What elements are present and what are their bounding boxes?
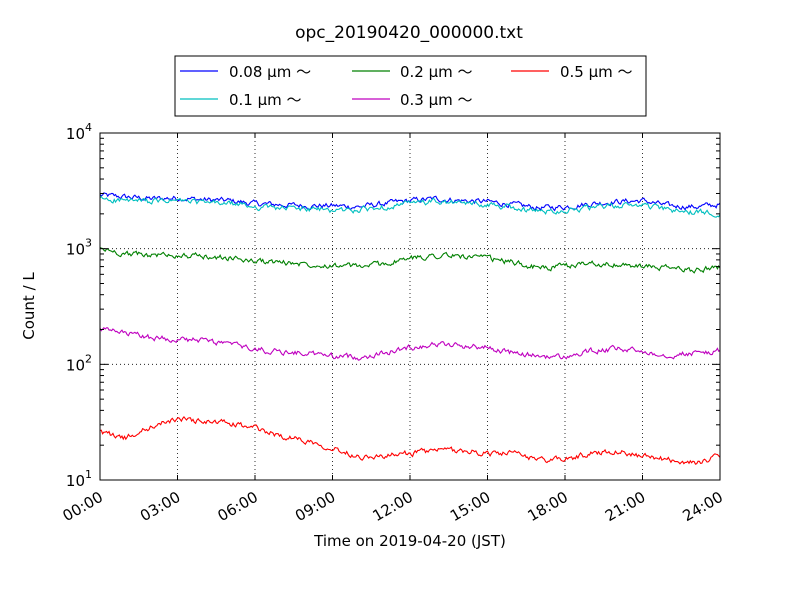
ticks: 00:00 03:00 06:00 09:00 12:00 15:00 18:00 21:00… [60,121,726,525]
plot-frame [99,132,721,481]
x-tick-label: 18:00 [525,488,571,525]
y-tick-label: 104 [66,121,92,143]
x-tick-label: 12:00 [370,488,416,525]
x-tick-label: 09:00 [292,488,338,525]
y-tick-label: 103 [66,237,92,259]
series-line-0 [99,192,721,212]
y-axis-label: Count / L [20,272,38,340]
y-tick-label: 102 [66,352,92,374]
legend-label: 0.3 μm ～ [400,91,473,109]
legend-label: 0.2 μm ～ [400,63,473,81]
legend-entry-4: 0.5 μm ～ [511,63,633,81]
series-lines [99,192,721,465]
series-line-2 [99,247,721,274]
series-line-3 [99,326,721,361]
legend-entry-0: 0.08 μm ～ [180,63,311,81]
y-tick-label: 101 [66,468,92,490]
legend-entry-2: 0.2 μm ～ [352,63,473,81]
legend: 0.08 μm ～ 0.1 μm ～ 0.2 μm ～ 0.3 μm ～ 0.5… [174,55,647,117]
x-tick-label: 00:00 [60,488,106,525]
legend-label: 0.1 μm ～ [229,91,302,109]
chart-title: opc_20190420_000000.txt [295,23,523,43]
legend-label: 0.08 μm ～ [229,63,311,81]
x-axis-label: Time on 2019-04-20 (JST) [313,532,506,550]
legend-label: 0.5 μm ～ [560,63,633,81]
legend-box [174,55,647,117]
x-tick-label: 21:00 [602,488,648,525]
x-tick-label: 15:00 [447,488,493,525]
series-line-4 [99,416,721,465]
x-tick-label: 06:00 [215,488,261,525]
legend-entry-1: 0.1 μm ～ [180,91,302,109]
legend-entry-3: 0.3 μm ～ [352,91,473,109]
x-tick-label: 03:00 [137,488,183,525]
x-tick-label: 24:00 [680,488,726,525]
series-line-1 [99,195,721,218]
grid [100,133,720,480]
